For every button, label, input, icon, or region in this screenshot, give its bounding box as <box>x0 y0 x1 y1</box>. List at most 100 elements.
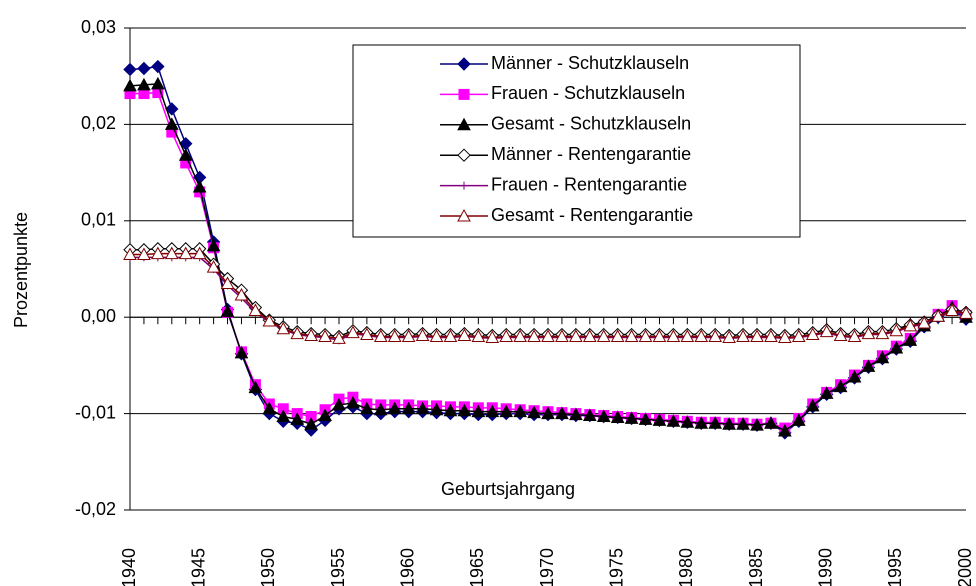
marker <box>555 329 569 342</box>
marker <box>680 329 695 342</box>
marker <box>178 148 193 161</box>
x-tick-label: 1945 <box>188 548 208 586</box>
marker <box>220 276 235 289</box>
series-line <box>130 252 967 340</box>
marker <box>903 318 918 332</box>
marker <box>527 405 541 419</box>
legend-label: Männer - Rentengarantie <box>491 144 691 164</box>
marker <box>178 246 193 260</box>
marker <box>569 407 583 421</box>
marker <box>638 329 653 342</box>
marker <box>346 325 360 339</box>
marker <box>708 329 723 342</box>
marker <box>736 417 750 430</box>
marker <box>234 287 249 301</box>
marker <box>332 397 346 411</box>
marker <box>387 329 402 342</box>
marker <box>415 401 430 415</box>
marker <box>443 403 458 417</box>
x-tick-label: 1940 <box>119 548 139 586</box>
marker <box>123 247 137 261</box>
marker <box>596 409 611 422</box>
marker <box>290 412 305 425</box>
marker <box>596 329 611 342</box>
marker <box>582 329 597 342</box>
x-tick-label: 1950 <box>258 548 278 586</box>
marker <box>736 329 750 342</box>
marker <box>401 329 416 342</box>
legend-marker <box>457 148 471 162</box>
marker <box>248 380 263 394</box>
marker <box>304 417 318 430</box>
x-tick-label: 1995 <box>885 548 905 586</box>
marker <box>875 350 890 364</box>
marker <box>179 136 193 151</box>
marker <box>164 117 179 130</box>
marker <box>638 412 653 425</box>
marker <box>722 330 736 343</box>
marker <box>192 180 207 193</box>
marker <box>165 102 179 116</box>
marker <box>708 416 723 429</box>
marker <box>527 329 541 342</box>
y-tick-label: 0,03 <box>81 17 116 37</box>
marker <box>666 329 681 342</box>
marker <box>541 406 555 420</box>
marker <box>819 386 834 399</box>
marker <box>346 395 360 409</box>
marker <box>861 359 876 372</box>
marker <box>373 402 388 416</box>
marker <box>861 326 876 340</box>
marker <box>805 398 820 412</box>
x-axis-label: Geburtsjahrgang <box>441 479 575 499</box>
marker <box>513 329 527 342</box>
marker <box>847 329 862 342</box>
marker <box>791 329 806 342</box>
marker <box>666 414 681 427</box>
marker <box>137 61 151 76</box>
legend-label: Gesamt - Schutzklauseln <box>491 114 691 134</box>
y-axis-label: Prozentpunkte <box>11 212 31 328</box>
marker <box>778 423 792 437</box>
marker <box>471 404 486 418</box>
marker <box>290 326 305 340</box>
marker <box>304 328 318 342</box>
marker <box>541 329 555 342</box>
marker <box>401 401 416 415</box>
legend-label: Gesamt - Rentengarantie <box>491 205 693 225</box>
marker <box>262 314 277 327</box>
y-tick-label: -0,02 <box>75 499 116 519</box>
series <box>123 242 973 344</box>
x-tick-label: 1960 <box>397 548 417 586</box>
marker <box>485 330 500 343</box>
marker <box>318 408 332 422</box>
marker <box>137 247 151 261</box>
marker <box>192 246 207 260</box>
legend: Männer - Schutzklauseln Frauen - Schutzkl… <box>352 44 801 238</box>
marker <box>569 329 583 342</box>
marker <box>652 413 667 426</box>
marker <box>373 329 388 342</box>
marker <box>234 345 249 359</box>
x-tick-label: 1955 <box>328 548 348 586</box>
marker <box>750 418 764 431</box>
marker <box>262 401 277 415</box>
marker <box>722 417 736 430</box>
marker <box>694 329 709 342</box>
marker <box>499 329 514 342</box>
marker <box>945 303 959 316</box>
marker <box>332 331 346 344</box>
marker <box>318 329 332 342</box>
x-tick-label: 1975 <box>606 548 626 586</box>
marker <box>833 379 848 393</box>
series <box>123 246 973 344</box>
marker <box>931 309 945 322</box>
y-tick-label: 0,01 <box>81 210 116 230</box>
marker <box>457 328 472 342</box>
marker <box>457 403 472 417</box>
marker <box>959 306 973 319</box>
marker <box>360 401 374 415</box>
marker <box>555 406 569 420</box>
legend-marker <box>457 57 471 71</box>
